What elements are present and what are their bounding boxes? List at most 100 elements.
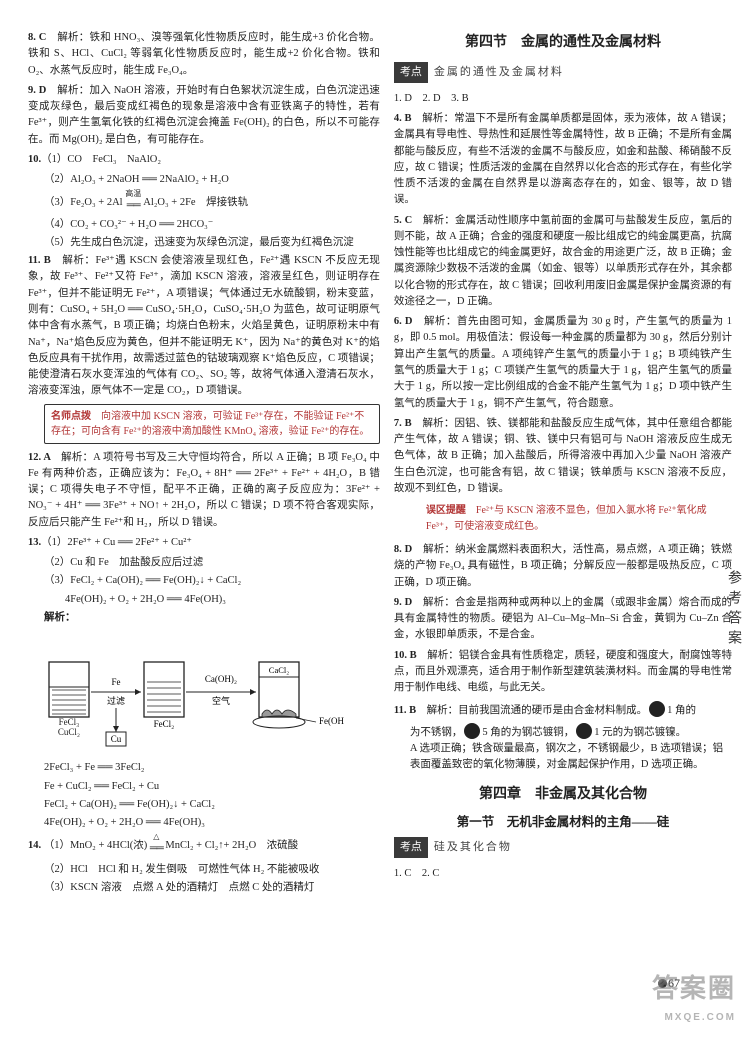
r-q4-text: 常温下不是所有金属单质都是固体，汞为液体，故 A 错误；金属具有导电性、导热性和…: [394, 113, 732, 205]
r-q4: 4. B 解析：常温下不是所有金属单质都是固体，汞为液体，故 A 错误；金属具有…: [394, 111, 732, 209]
svg-text:Fe(OH)₃: Fe(OH)₃: [319, 716, 344, 726]
q12-label: 解析：: [61, 452, 93, 463]
r-q9-num: 9. D: [394, 597, 423, 608]
watermark-url: MXQE.COM: [652, 1010, 736, 1026]
q14: 14. （1）MnO₂ + 4HCl(浓) △ ══ MnCl₂ + Cl₂↑+…: [28, 833, 380, 857]
q13-s3b: 4Fe(OH)₂ + O₂ + 2H₂O ══ 4Fe(OH)₃: [28, 592, 380, 608]
svg-text:FeCl₃: FeCl₃: [59, 717, 80, 727]
r-q5-text: 金属活动性顺序中氢前面的金属可与盐酸发生反应，氢后的则不能，故 A 正确；合金的…: [394, 215, 732, 307]
kaodian-bar-2: 考点 硅及其化合物: [394, 837, 732, 858]
kaodian-tag-2: 考点: [394, 837, 428, 858]
r-q8-label: 解析：: [423, 544, 455, 555]
r-q11-coin1: 1 角的: [667, 705, 696, 716]
r-q6: 6. D 解析：首先由图可知，金属质量为 30 g 时，产生氢气的质量为 1 g…: [394, 314, 732, 412]
r-q10-label: 解析：: [427, 650, 459, 661]
q10-s1: （1）CO FeCl₃ NaAlO₂: [41, 154, 161, 165]
r-q11: 11. B 解析：目前我国流通的硬币是由合金材料制成。1 角的: [394, 701, 732, 719]
svg-text:空气: 空气: [212, 695, 230, 706]
q13-eq4: 4Fe(OH)₂ + O₂ + 2H₂O ══ 4Fe(OH)₃: [28, 815, 380, 831]
q10-s2: （2）Al₂O₃ + 2NaOH ══ 2NaAlO₂ + H₂O: [28, 172, 380, 188]
r-q6-num: 6. D: [394, 316, 424, 327]
right-column: 第四节 金属的通性及金属材料 考点 金属的通性及金属材料 1. D 2. D 3…: [394, 30, 732, 898]
q10: 10.（1）CO FeCl₃ NaAlO₂: [28, 152, 380, 168]
svg-text:FeCl₂: FeCl₂: [154, 719, 175, 729]
r-q7-label: 解析：: [422, 418, 454, 429]
svg-text:Cu: Cu: [111, 734, 122, 744]
r-q10-num: 10. B: [394, 650, 427, 661]
q11: 11. B 解析：Fe³⁺遇 KSCN 会使溶液呈现红色，Fe²⁺遇 KSCN …: [28, 253, 380, 399]
q13-num: 13.: [28, 537, 41, 548]
q10-s3-cond: 高温: [125, 190, 141, 198]
r-q6-label: 解析：: [424, 316, 457, 327]
r-q11-line2: 为不锈钢， 5 角的为钢芯镀铜， 1 元的为钢芯镀镍。: [394, 723, 732, 741]
coin-icon: [464, 723, 480, 739]
q9-num: 9. D: [28, 85, 57, 96]
r-q11-l2-pre: 为不锈钢，: [410, 727, 463, 738]
r-q5-label: 解析：: [423, 215, 455, 226]
q12: 12. A 解析：A 项符号书写及三大守恒均符合，所以 A 正确；B 项 Fe₃…: [28, 450, 380, 531]
q8-label: 解析：: [57, 32, 89, 43]
r-q11-coin2: 5 角的为钢芯镀铜，: [482, 727, 574, 738]
q13-s1: （1）2Fe³⁺ + Cu ══ 2Fe²⁺ + Cu²⁺: [41, 537, 192, 548]
q13-s2: （2）Cu 和 Fe 加盐酸反应后过滤: [28, 555, 380, 571]
q13-eq1: 2FeCl₃ + Fe ══ 3FeCl₂: [28, 760, 380, 776]
r-q6-text: 首先由图可知，金属质量为 30 g 时，产生氢气的质量为 1 g，即 0.5 m…: [394, 316, 732, 408]
side-tab: 参考答案: [722, 570, 744, 650]
section-head: 第四节 金属的通性及金属材料: [394, 32, 732, 54]
r-q9: 9. D 解析：合金是指两种或两种以上的金属（或跟非金属）熔合而成的具有金属特性…: [394, 595, 732, 644]
process-diagram: FeCl₃ CuCl₂ Fe 过滤 Cu FeCl₂: [44, 632, 380, 752]
q14-s2: （2）HCl HCl 和 H₂ 发生倒吸 可燃性气体 H₂ 不能被吸收: [28, 862, 380, 878]
r-q11-coin3: 1 元的为钢芯镀镍。: [594, 727, 686, 738]
q13-s4: 解析：: [28, 610, 380, 626]
tip-title: 名师点拨: [51, 411, 101, 422]
q10-num: 10.: [28, 154, 41, 165]
q10-s3-pre: （3）Fe₂O₃ + 2Al: [44, 197, 123, 208]
sec1-head: 第一节 无机非金属材料的主角——硅: [394, 813, 732, 832]
q14-num: 14.: [28, 840, 41, 851]
r-q7-num: 7. B: [394, 418, 423, 429]
kaodian-text: 金属的通性及金属材料: [434, 64, 564, 81]
r-q5: 5. C 解析：金属活动性顺序中氢前面的金属可与盐酸发生反应，氢后的则不能，故 …: [394, 213, 732, 311]
q9: 9. D 解析：加入 NaOH 溶液，开始时有白色絮状沉淀生成，白色沉淀迅速变成…: [28, 83, 380, 148]
q11-text: Fe³⁺遇 KSCN 会使溶液呈现红色，Fe²⁺遇 KSCN 不反应无现象，故 …: [28, 255, 380, 396]
r-q8: 8. D 解析：纳米金属燃料表面积大，活性高，易点燃，A 项正确；铁燃烧的产物 …: [394, 542, 732, 591]
kaodian-text-2: 硅及其化合物: [434, 839, 512, 856]
q12-num: 12. A: [28, 452, 61, 463]
r-q4-label: 解析：: [422, 113, 454, 124]
coin-icon: [576, 723, 592, 739]
r-q5-num: 5. C: [394, 215, 423, 226]
q11-label: 解析：: [62, 255, 95, 266]
q10-s4: （4）CO₂ + CO₃²⁻ + H₂O ══ 2HCO₃⁻: [28, 217, 380, 233]
r-q9-label: 解析：: [423, 597, 455, 608]
q14-s1-cond: △: [150, 833, 163, 841]
misstake-box: 误区提醒 Fe²⁺与 KSCN 溶液不显色，但加入氯水将 Fe²⁺氧化成 Fe³…: [410, 501, 732, 536]
diagram-svg: FeCl₃ CuCl₂ Fe 过滤 Cu FeCl₂: [44, 632, 344, 752]
q14-s3: （3）KSCN 溶液 点燃 A 处的酒精灯 点燃 C 处的酒精灯: [28, 880, 380, 896]
q10-s3-arrow: ══: [127, 200, 140, 211]
q13-eq3: FeCl₂ + Ca(OH)₂ ══ Fe(OH)₂↓ + CaCl₂: [28, 797, 380, 813]
svg-text:Ca(OH)₂: Ca(OH)₂: [205, 674, 237, 684]
q14-s1-pre: （1）MnO₂ + 4HCl(浓): [44, 840, 148, 851]
r-q4-num: 4. B: [394, 113, 422, 124]
left-column: 8. C 解析：铁和 HNO₃、溴等强氧化性物质反应时，能生成+3 价化合物。铁…: [28, 30, 380, 898]
q13: 13.（1）2Fe³⁺ + Cu ══ 2Fe²⁺ + Cu²⁺: [28, 535, 380, 551]
row-answers: 1. D 2. D 3. B: [394, 91, 732, 107]
chapter4-head: 第四章 非金属及其化合物: [394, 784, 732, 806]
q13-s3: （3）FeCl₂ + Ca(OH)₂ ══ Fe(OH)₂↓ + CaCl₂: [28, 573, 380, 589]
q8: 8. C 解析：铁和 HNO₃、溴等强氧化性物质反应时，能生成+3 价化合物。铁…: [28, 30, 380, 79]
q10-s3: （3）Fe₂O₃ + 2Al 高温 ══ Al₂O₃ + 2Fe 焊接铁轨: [28, 190, 380, 214]
watermark-main: 答案圈: [652, 974, 736, 1003]
r-q11-line3: A 选项正确；铁含碳量最高，钢次之，不锈钢最少，B 选项错误；铝表面覆盖致密的氧…: [394, 741, 732, 774]
kaodian-tag: 考点: [394, 62, 428, 83]
miss-title: 误区提醒: [426, 505, 476, 516]
svg-text:Fe: Fe: [112, 677, 121, 687]
row-answers-2: 1. C 2. C: [394, 866, 732, 882]
r-q11-label: 解析：: [427, 705, 459, 716]
q14-s1-post: MnCl₂ + Cl₂↑+ 2H₂O 浓硫酸: [165, 840, 298, 851]
q9-label: 解析：: [57, 85, 89, 96]
r-q7: 7. B 解析：因铝、铁、镁都能和盐酸反应生成气体，其中任意组合都能产生气体，故…: [394, 416, 732, 497]
r-q8-num: 8. D: [394, 544, 423, 555]
q11-num: 11. B: [28, 255, 62, 266]
q13-eq2: Fe + CuCl₂ ══ FeCl₂ + Cu: [28, 779, 380, 795]
r-q11-text-pre: 目前我国流通的硬币是由合金材料制成。: [458, 705, 647, 716]
